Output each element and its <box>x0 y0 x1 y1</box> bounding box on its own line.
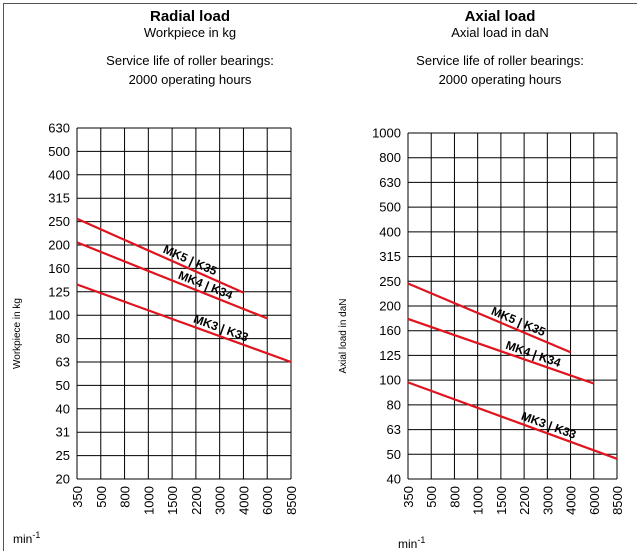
y-tick-label: 20 <box>56 472 70 487</box>
y-tick-label: 200 <box>48 238 70 253</box>
y-axis-label: Workpiece in kg <box>12 298 23 369</box>
x-tick-label: 500 <box>424 486 439 508</box>
y-tick-label: 200 <box>379 299 401 314</box>
y-tick-label: 315 <box>379 249 401 264</box>
y-tick-label: 80 <box>387 397 401 412</box>
y-tick-label: 25 <box>56 448 70 463</box>
outer-frame <box>3 3 637 551</box>
service-life-note: Service life of roller bearings: <box>106 53 274 68</box>
x-tick-label: 800 <box>447 486 462 508</box>
x-tick-label: 350 <box>401 486 416 508</box>
series-line-mk3 <box>407 381 618 460</box>
series-label: MK4 | K34 <box>504 338 563 370</box>
y-tick-label: 500 <box>48 144 70 159</box>
x-tick-label: 1500 <box>165 486 180 515</box>
y-tick-label: 400 <box>379 224 401 239</box>
series-line-mk5 <box>76 217 244 294</box>
y-tick-label: 125 <box>48 284 70 299</box>
x-tick-label: 350 <box>70 486 85 508</box>
y-tick-label: 500 <box>379 200 401 215</box>
y-tick-label: 250 <box>379 274 401 289</box>
x-tick-label: 4000 <box>564 486 579 515</box>
y-tick-label: 630 <box>48 121 70 136</box>
x-tick-label: 1000 <box>471 486 486 515</box>
x-unit-base: min <box>13 532 32 546</box>
y-tick-label: 40 <box>387 472 401 487</box>
x-tick-label: 3000 <box>540 486 555 515</box>
x-tick-label: 3000 <box>213 486 228 515</box>
y-tick-label: 250 <box>48 214 70 229</box>
y-tick-label: 100 <box>48 308 70 323</box>
x-unit-exponent: -1 <box>32 530 40 540</box>
chart-title: Axial load <box>465 8 536 25</box>
series-line-mk4 <box>76 241 268 320</box>
x-tick-label: 8500 <box>284 486 299 515</box>
x-axis-unit: min-1 <box>398 535 425 551</box>
service-life-hours: 2000 operating hours <box>439 72 562 87</box>
x-tick-label: 500 <box>94 486 109 508</box>
y-tick-label: 125 <box>379 348 401 363</box>
x-tick-label: 2200 <box>517 486 532 515</box>
y-tick-label: 63 <box>56 355 70 370</box>
x-unit-base: min <box>398 537 417 551</box>
y-axis-label: Axial load in daN <box>338 298 349 373</box>
y-tick-label: 31 <box>56 425 70 440</box>
service-life-hours: 2000 operating hours <box>129 72 252 87</box>
x-tick-label: 8500 <box>610 486 625 515</box>
y-tick-label: 50 <box>387 447 401 462</box>
y-tick-label: 315 <box>48 191 70 206</box>
chart-subtitle: Workpiece in kg <box>144 25 236 40</box>
x-tick-label: 6000 <box>587 486 602 515</box>
x-tick-label: 6000 <box>260 486 275 515</box>
x-tick-label: 2200 <box>189 486 204 515</box>
x-tick-label: 1000 <box>141 486 156 515</box>
x-tick-label: 800 <box>118 486 133 508</box>
chart-subtitle: Axial load in daN <box>451 25 549 40</box>
x-tick-label: 1500 <box>494 486 509 515</box>
service-life-note: Service life of roller bearings: <box>416 53 584 68</box>
series-line-mk5 <box>407 282 571 354</box>
x-unit-exponent: -1 <box>417 535 425 545</box>
y-tick-label: 100 <box>379 373 401 388</box>
series-line-mk4 <box>407 317 595 385</box>
y-tick-label: 40 <box>56 401 70 416</box>
y-tick-label: 1000 <box>372 126 401 141</box>
y-tick-label: 80 <box>56 331 70 346</box>
y-tick-label: 400 <box>48 167 70 182</box>
x-tick-label: 4000 <box>236 486 251 515</box>
y-tick-label: 160 <box>48 261 70 276</box>
y-tick-label: 160 <box>379 323 401 338</box>
series-line-mk3 <box>76 283 292 364</box>
chart-title: Radial load <box>150 8 230 25</box>
y-tick-label: 63 <box>387 422 401 437</box>
y-tick-label: 50 <box>56 378 70 393</box>
y-tick-label: 630 <box>379 175 401 190</box>
y-tick-label: 800 <box>379 150 401 165</box>
x-axis-unit: min-1 <box>13 530 40 546</box>
